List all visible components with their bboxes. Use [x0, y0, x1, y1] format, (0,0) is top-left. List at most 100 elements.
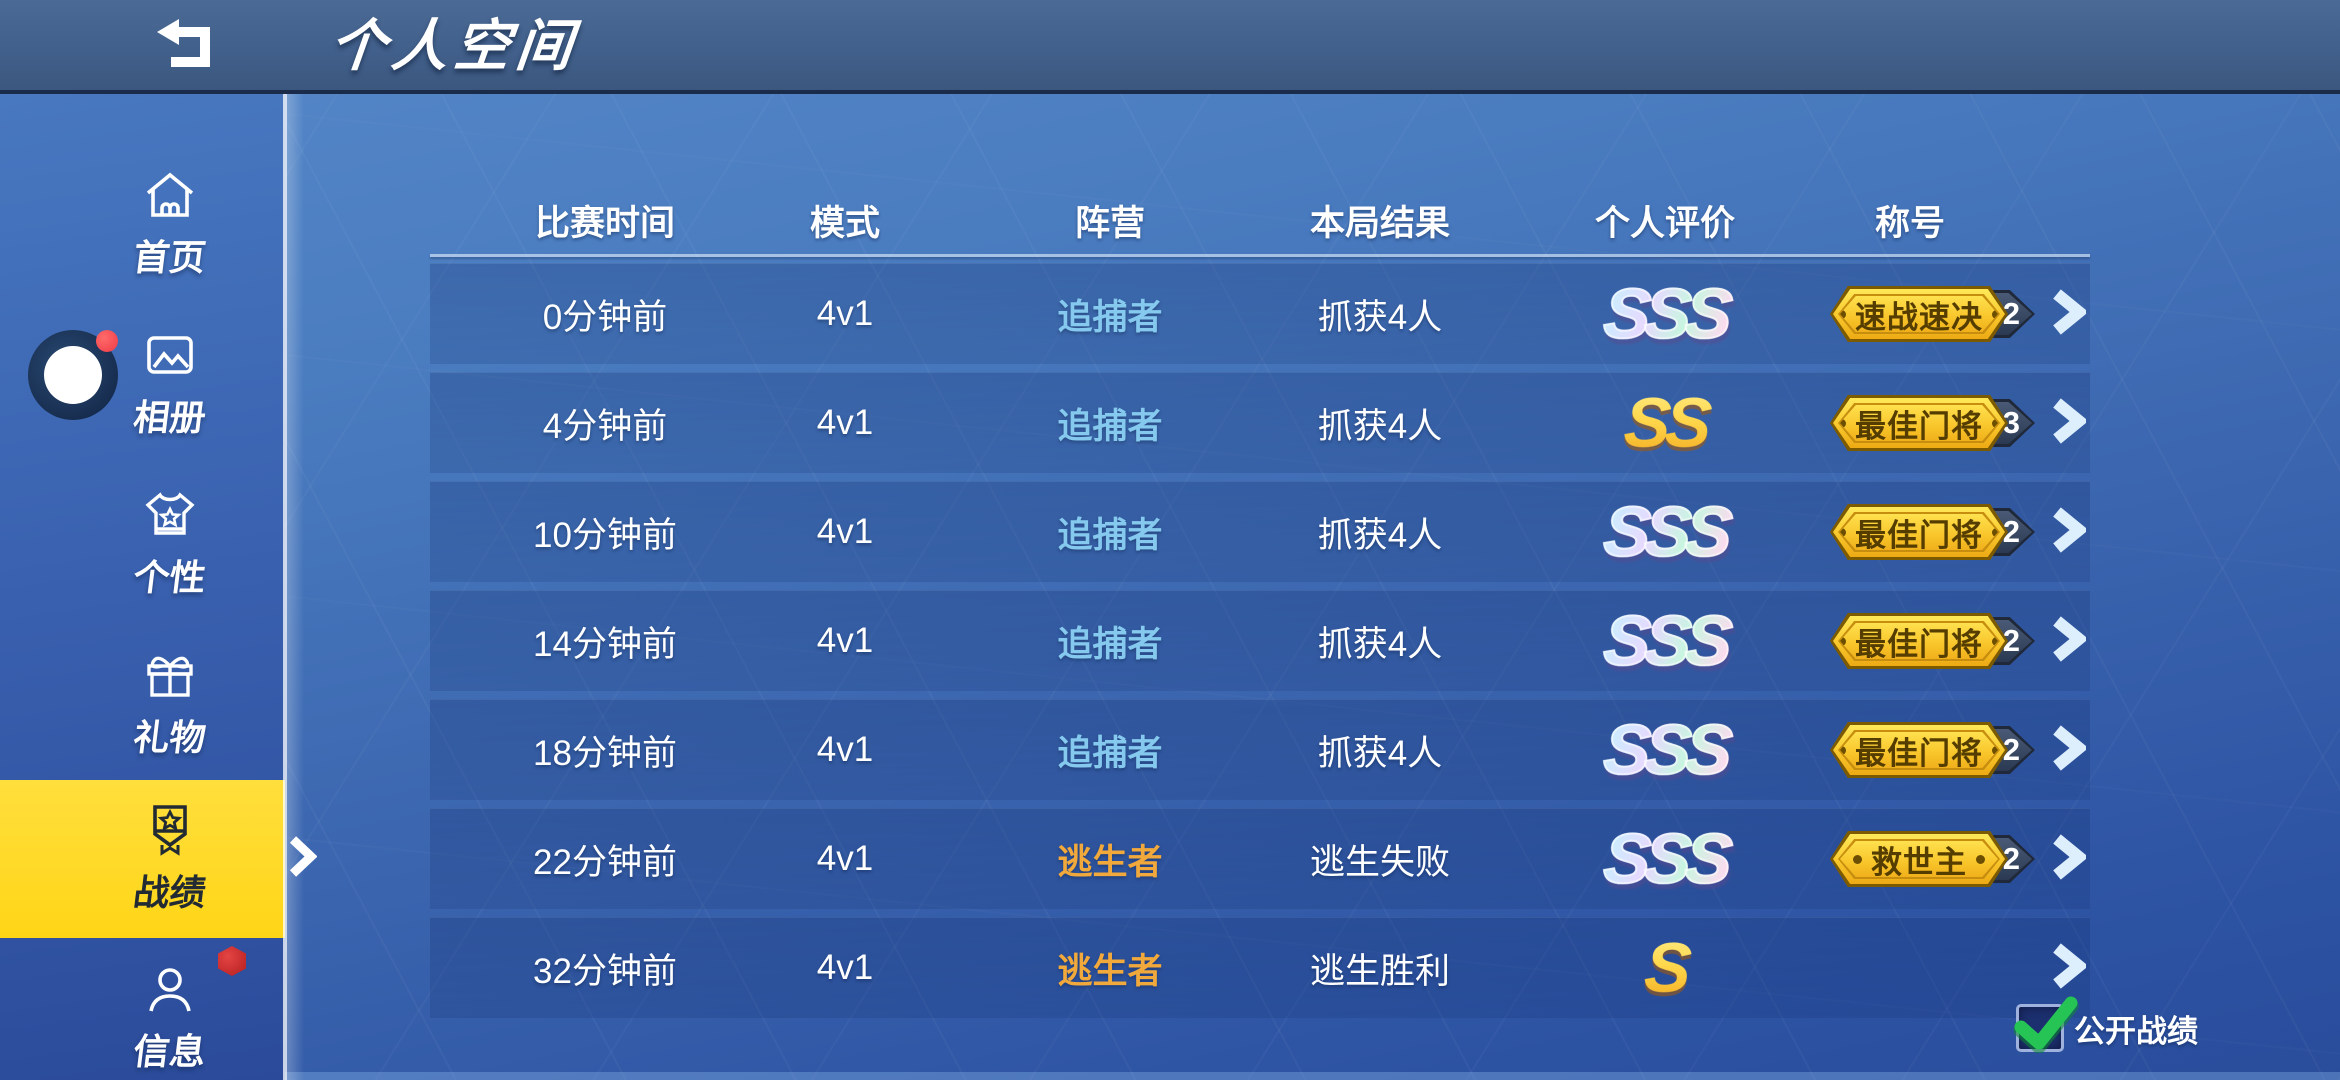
- title-badge: 2 速战速决: [1800, 264, 2080, 364]
- title-text: 速战速决: [1855, 299, 1983, 335]
- row-detail-chevron[interactable]: [2042, 264, 2094, 364]
- public-records-toggle[interactable]: 公开战绩: [2013, 996, 2198, 1053]
- match-mode: 4v1: [816, 403, 874, 442]
- match-row[interactable]: 4分钟前 4v1 追捕者 抓获4人 SS 3 最佳门将: [430, 372, 2090, 473]
- header-personal-rating: 个人评价: [1594, 203, 1735, 243]
- match-mode: 4v1: [816, 948, 874, 987]
- badge-dot-left: [1840, 527, 1846, 537]
- sidebar: 首页 相册 个性: [0, 94, 318, 1080]
- title-count: 2: [2002, 296, 2020, 331]
- camp-label: 追捕者: [1057, 406, 1163, 446]
- camp-label: 追捕者: [1057, 733, 1163, 773]
- gold-title-plate: 最佳门将: [1830, 722, 2008, 778]
- chevron-right-icon: [2050, 724, 2089, 777]
- rating-badge: S: [1562, 918, 1769, 1018]
- badge-dot-left: [1840, 418, 1846, 428]
- sidebar-item-info[interactable]: 信息: [0, 944, 285, 1080]
- chevron-right-icon: [2050, 942, 2089, 995]
- header-title: 称号: [1874, 203, 1945, 243]
- match-time: 18分钟前: [533, 733, 677, 773]
- title-badge: 2 救世主: [1800, 809, 2080, 909]
- match-row[interactable]: 0分钟前 4v1 追捕者 抓获4人 SSS 2 速战速决: [430, 263, 2090, 364]
- title-text: 救世主: [1871, 844, 1967, 880]
- camp-label: 追捕者: [1057, 297, 1163, 337]
- row-detail-chevron[interactable]: [2042, 809, 2094, 909]
- camp-label: 逃生者: [1057, 842, 1163, 882]
- title-text: 最佳门将: [1855, 517, 1983, 553]
- sidebar-item-gift[interactable]: 礼物: [0, 630, 285, 780]
- match-table-header: 比赛时间 模式 阵营 本局结果 个人评价 称号: [430, 185, 2090, 255]
- topbar: 个人空间: [0, 0, 2340, 94]
- title-count: 2: [2002, 514, 2020, 549]
- match-time: 14分钟前: [533, 624, 677, 664]
- chevron-right-icon: [2050, 397, 2089, 450]
- match-result: 抓获4人: [1317, 624, 1443, 664]
- match-result: 逃生失败: [1309, 842, 1450, 882]
- sidebar-item-personality[interactable]: 个性: [0, 470, 285, 620]
- row-detail-chevron[interactable]: [2042, 918, 2094, 1018]
- gold-title-plate: 最佳门将: [1830, 395, 2008, 451]
- match-mode: 4v1: [816, 839, 874, 878]
- row-detail-chevron[interactable]: [2042, 373, 2094, 473]
- public-records-checkbox[interactable]: [2013, 996, 2079, 1053]
- sidebar-item-home[interactable]: 首页: [0, 150, 285, 300]
- rating-badge: SSS: [1562, 809, 1769, 909]
- badge-dot-right: [1976, 854, 1985, 864]
- match-time: 32分钟前: [533, 951, 677, 991]
- rating-badge: SSS: [1562, 591, 1769, 691]
- row-detail-chevron[interactable]: [2042, 591, 2094, 691]
- title-count: 3: [2002, 405, 2020, 440]
- badge-dot-right: [1992, 636, 1998, 646]
- badge-dot-left: [1853, 854, 1862, 864]
- green-checkmark-icon: [2013, 996, 2079, 1053]
- row-detail-chevron[interactable]: [2042, 700, 2094, 800]
- match-row[interactable]: 10分钟前 4v1 追捕者 抓获4人 SSS 2 最佳门将: [430, 481, 2090, 582]
- picture-icon: [142, 329, 198, 381]
- page-title: 个人空间: [326, 14, 582, 77]
- match-time: 22分钟前: [533, 842, 677, 882]
- match-result: 逃生胜利: [1309, 951, 1450, 991]
- t-shirt-star-icon: [142, 489, 198, 541]
- badge-dot-right: [1992, 309, 1998, 319]
- match-row[interactable]: 32分钟前 4v1 逃生者 逃生胜利 S: [430, 917, 2090, 1018]
- match-time: 4分钟前: [542, 406, 668, 446]
- avatar[interactable]: [28, 330, 118, 420]
- row-detail-chevron[interactable]: [2042, 482, 2094, 582]
- rating-badge: SSS: [1562, 482, 1769, 582]
- active-tab-chevron-icon: [287, 835, 318, 884]
- sidebar-item-label: 个性: [131, 557, 209, 598]
- badge-dot-right: [1992, 745, 1998, 755]
- header-result: 本局结果: [1309, 203, 1450, 243]
- sidebar-item-album[interactable]: 相册: [0, 310, 285, 460]
- match-time: 0分钟前: [542, 297, 668, 337]
- sidebar-edge-line: [283, 94, 287, 1080]
- medal-badge-icon: [142, 802, 198, 856]
- match-mode: 4v1: [816, 294, 874, 333]
- rating-badge: SS: [1562, 373, 1769, 473]
- badge-dot-left: [1840, 745, 1846, 755]
- avatar-placeholder: [44, 346, 102, 404]
- info-notification-hexagon: [218, 946, 246, 976]
- chevron-right-icon: [2050, 288, 2089, 341]
- person-icon: [142, 963, 198, 1015]
- gift-box-icon: [142, 649, 198, 701]
- badge-dot-right: [1992, 418, 1998, 428]
- sidebar-item-records[interactable]: 战绩: [0, 780, 318, 938]
- public-records-label: 公开战绩: [2074, 1013, 2198, 1049]
- back-button[interactable]: [148, 16, 224, 78]
- match-row[interactable]: 22分钟前 4v1 逃生者 逃生失败 SSS 2 救世主: [430, 808, 2090, 909]
- title-count: 2: [2002, 623, 2020, 658]
- title-badge: 2 最佳门将: [1800, 591, 2080, 691]
- match-row[interactable]: 14分钟前 4v1 追捕者 抓获4人 SSS 2 最佳门将: [430, 590, 2090, 691]
- match-row[interactable]: 18分钟前 4v1 追捕者 抓获4人 SSS 2 最佳门将: [430, 699, 2090, 800]
- chevron-right-icon: [2050, 833, 2089, 886]
- camp-label: 追捕者: [1057, 515, 1163, 555]
- match-time: 10分钟前: [533, 515, 677, 555]
- title-count: 2: [2002, 732, 2020, 767]
- header-camp: 阵营: [1074, 203, 1145, 243]
- sidebar-item-label: 信息: [131, 1031, 209, 1072]
- match-result: 抓获4人: [1317, 733, 1443, 773]
- avatar-notification-dot: [96, 330, 118, 352]
- match-result: 抓获4人: [1317, 406, 1443, 446]
